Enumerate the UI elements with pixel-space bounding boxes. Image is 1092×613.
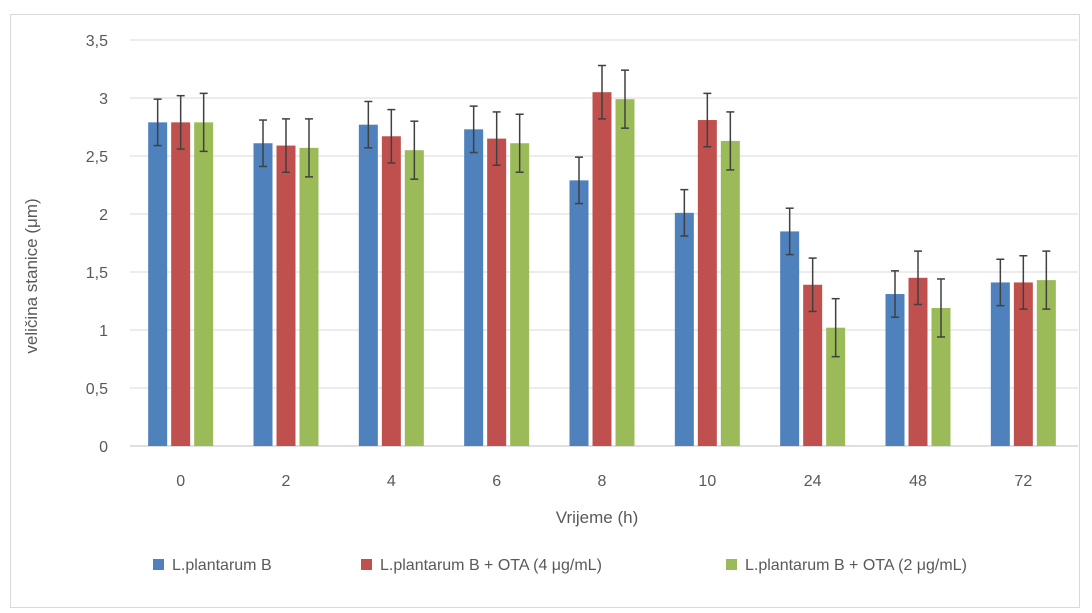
bar-series-3	[404, 150, 424, 446]
legend-swatch-series-3	[726, 559, 737, 570]
bar-series-3	[194, 122, 214, 447]
error-bar-series-3	[515, 113, 524, 173]
error-bar-series-2	[492, 111, 501, 167]
error-bar-series-3	[621, 69, 629, 129]
bar-series-3	[720, 140, 740, 447]
error-bar-series-2	[387, 108, 396, 164]
bar-series-1	[464, 129, 484, 446]
legend-label-series-3: L.plantarum B + OTA (2 μg/mL)	[745, 557, 967, 574]
bar-series-2	[803, 284, 823, 446]
x-axis-ticks: 0 2 4 6 8 10 24 48 72	[176, 473, 1032, 490]
y-axis-title: veličina stanice (μm)	[22, 198, 41, 353]
y-tick-label: 3,5	[86, 33, 108, 50]
bar-series-3	[510, 143, 530, 447]
error-bar-series-2	[598, 64, 606, 120]
error-bar-series-2	[808, 257, 817, 313]
x-tick-label: 10	[698, 473, 716, 490]
y-tick-label: 0,5	[86, 381, 108, 398]
legend: L.plantarum B L.plantarum B + OTA (4 μg/…	[153, 557, 967, 574]
error-bar-series-3	[831, 297, 840, 358]
bar-series-2	[381, 136, 401, 446]
bar-series-2	[276, 145, 296, 446]
legend-swatch-series-2	[361, 559, 372, 570]
bar-series-2	[697, 120, 717, 446]
x-tick-label: 2	[282, 473, 291, 490]
y-tick-label: 1	[99, 323, 108, 340]
error-bar-series-3	[726, 111, 735, 171]
x-tick-label: 6	[492, 473, 501, 490]
error-bar-series-3	[305, 118, 313, 178]
bar-series-2	[592, 92, 612, 446]
error-bar-series-1	[259, 119, 267, 168]
bar-series-3	[826, 327, 846, 446]
error-bar-series-3	[410, 120, 419, 180]
error-bar-series-3	[1042, 250, 1051, 310]
error-bar-series-1	[575, 156, 583, 205]
y-tick-label: 2,5	[86, 149, 108, 166]
x-tick-label: 8	[598, 473, 607, 490]
legend-label-series-2: L.plantarum B + OTA (4 μg/mL)	[380, 557, 602, 574]
bar-series-2	[171, 122, 191, 447]
bar-series-1	[569, 180, 589, 447]
error-bar-series-2	[703, 92, 712, 148]
legend-swatch-series-1	[153, 559, 164, 570]
error-bar-series-2	[914, 250, 922, 306]
y-axis-ticks: 0 0,5 1 1,5 2 2,5 3 3,5	[86, 33, 108, 456]
x-tick-label: 24	[804, 473, 822, 490]
error-bar-series-3	[199, 92, 208, 153]
bar-series-2	[487, 138, 507, 446]
x-tick-label: 48	[909, 473, 927, 490]
y-tick-label: 3	[99, 91, 108, 108]
bar-series-1	[885, 294, 905, 446]
error-bar-series-2	[1019, 255, 1028, 310]
bar-series-1	[358, 124, 378, 447]
legend-label-series-1: L.plantarum B	[172, 557, 272, 574]
error-bar-series-1	[680, 188, 689, 237]
error-bar-series-1	[469, 105, 478, 154]
bar-series-1	[780, 231, 800, 446]
error-bar-series-1	[996, 258, 1005, 307]
x-axis-title: Vrijeme (h)	[556, 508, 639, 527]
x-tick-label: 4	[387, 473, 396, 490]
error-bar-series-2	[282, 118, 290, 173]
bar-series-1	[253, 143, 273, 447]
bars	[148, 92, 1056, 447]
bar-series-2	[908, 277, 928, 446]
y-tick-label: 2	[99, 207, 108, 224]
bar-series-3	[1036, 280, 1056, 446]
error-bar-series-1	[153, 98, 162, 147]
y-tick-label: 1,5	[86, 265, 108, 282]
bar-series-3	[931, 307, 951, 446]
bar-series-1	[674, 212, 694, 446]
error-bar-series-2	[176, 94, 185, 150]
error-bar-series-1	[891, 270, 899, 318]
bar-series-2	[1013, 282, 1033, 446]
error-bar-series-3	[937, 278, 945, 338]
bar-series-3	[615, 99, 635, 446]
x-tick-label: 0	[176, 473, 185, 490]
error-bars	[153, 64, 1051, 358]
bar-series-1	[148, 122, 168, 447]
bar-series-1	[990, 282, 1010, 446]
y-tick-label: 0	[99, 439, 108, 456]
error-bar-series-1	[364, 100, 373, 149]
bar-series-3	[299, 147, 319, 446]
x-tick-label: 72	[1014, 473, 1032, 490]
error-bar-series-1	[785, 207, 794, 256]
